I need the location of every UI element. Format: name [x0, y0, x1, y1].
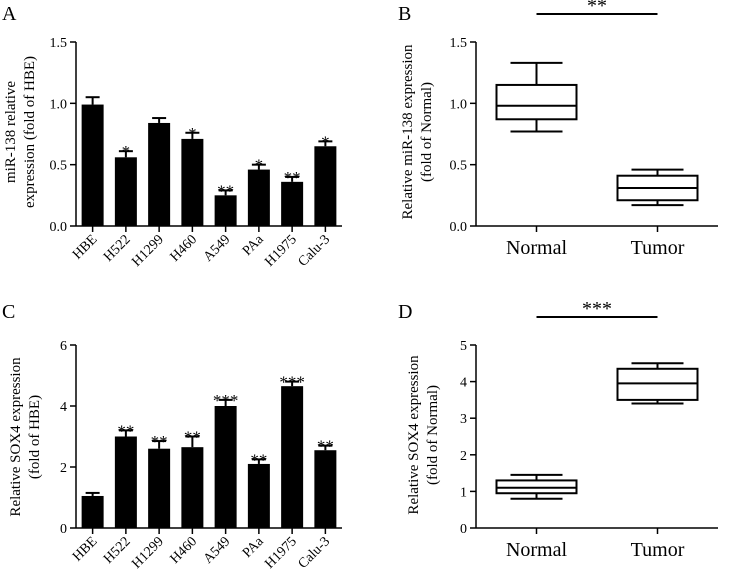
- panel-b-ylabel-line2: (fold of Normal): [419, 82, 435, 182]
- panel-b-significance: **: [587, 0, 607, 17]
- panel-d-letter: D: [398, 301, 412, 323]
- panel-c-significance: **: [117, 421, 134, 440]
- panel-d-ytick-label: 0: [460, 522, 467, 537]
- panel-b-box: [495, 83, 578, 121]
- panel-c-xtick-label: HBE: [70, 534, 100, 564]
- panel-a-bar: [214, 195, 237, 226]
- panel-d: D Relative SOX4 expression (fold of Norm…: [398, 298, 718, 561]
- panel-d-xtick-label: Normal: [506, 539, 568, 561]
- panel-c-ytick-label: 6: [60, 339, 67, 354]
- panel-b-ytick-label: 1.5: [450, 36, 468, 51]
- panel-a-significance: *: [255, 156, 264, 175]
- panel-c-xtick-label: H460: [168, 534, 201, 567]
- panel-a-bar: [247, 169, 270, 226]
- panel-a-plot: 0.00.51.01.5HBE*H522H1299*H460**A549*PAa…: [50, 36, 342, 270]
- panel-c-xtick-label: A549: [201, 534, 234, 567]
- panel-c-significance: **: [250, 450, 267, 469]
- panel-c-xtick-label: Calu-3: [296, 534, 334, 572]
- panel-d-ytick-label: 5: [460, 339, 467, 354]
- panel-a-xtick-label: H1975: [262, 232, 300, 270]
- panel-a: A miR-138 relative expression (fold of H…: [2, 3, 342, 270]
- panel-a-significance: **: [284, 168, 301, 187]
- panel-c-ylabel-line2: (fold of HBE): [27, 395, 43, 479]
- panel-c-ylabel-line1: Relative SOX4 expression: [8, 357, 24, 517]
- panel-a-ytick-label: 0.5: [50, 159, 68, 174]
- panel-c-plot: 0246HBE**H522**H1299**H460***A549**PAa**…: [60, 339, 342, 572]
- panel-d-significance: ***: [582, 298, 612, 320]
- panel-d-xtick-label: Tumor: [631, 539, 685, 561]
- panel-a-ylabel-line1: miR-138 relative: [3, 81, 19, 183]
- panel-c-letter: C: [2, 301, 15, 323]
- panel-b-ytick-label: 0.5: [450, 159, 468, 174]
- panel-a-bar: [114, 157, 137, 226]
- panel-a-significance: **: [217, 181, 234, 200]
- panel-a-ytick-label: 0.0: [50, 220, 68, 235]
- panel-d-ylabel-line2: (fold of Normal): [425, 385, 441, 485]
- panel-c-bar: [148, 448, 171, 528]
- panel-b-ylabel-line1: Relative miR-138 expression: [400, 44, 416, 219]
- panel-b-letter: B: [398, 3, 411, 25]
- panel-b-xtick-label: Normal: [506, 237, 568, 259]
- panel-c-significance: **: [184, 428, 201, 447]
- panel-c-bar: [181, 447, 204, 528]
- panel-c-bar: [81, 495, 104, 528]
- panel-a-significance: *: [122, 142, 131, 161]
- panel-b-ytick-label: 1.0: [450, 97, 468, 112]
- panel-a-bar: [81, 104, 104, 226]
- panel-c-bar: [314, 450, 337, 528]
- panel-c-bar: [214, 406, 237, 528]
- panel-d-ylabel-line1: Relative SOX4 expression: [406, 355, 422, 515]
- panel-c-bar: [114, 436, 137, 528]
- panel-c-ytick-label: 2: [60, 461, 67, 476]
- panel-d-ytick-label: 4: [460, 376, 467, 391]
- panel-d-plot: 0 1 2 3 4 5 Normal Tumor ***: [460, 298, 718, 561]
- panel-c: C Relative SOX4 expression (fold of HBE)…: [2, 301, 342, 572]
- panel-c-ytick-label: 4: [60, 400, 67, 415]
- panel-d-ytick-label: 3: [460, 412, 467, 427]
- panel-b-xtick-label: Tumor: [631, 237, 685, 259]
- panel-a-letter: A: [2, 3, 17, 25]
- panel-c-xtick-label: H1975: [262, 534, 300, 572]
- panel-c-significance: **: [151, 432, 168, 451]
- panel-a-xtick-label: Calu-3: [296, 232, 334, 270]
- panel-a-bar: [314, 146, 337, 226]
- panel-c-xtick-label: PAa: [240, 534, 267, 561]
- panel-a-ytick-label: 1.5: [50, 36, 68, 51]
- panel-c-xtick-label: H1299: [129, 534, 167, 572]
- panel-b: B Relative miR-138 expression (fold of N…: [398, 0, 718, 259]
- panel-c-significance: **: [317, 437, 334, 456]
- panel-c-significance: ***: [213, 391, 239, 410]
- panel-b-ytick-label: 0.0: [450, 220, 468, 235]
- panel-c-bar: [281, 386, 304, 528]
- panel-a-significance: *: [188, 124, 197, 143]
- panel-a-bar: [148, 122, 171, 226]
- panel-a-xtick-label: A549: [201, 232, 234, 265]
- panel-a-bar: [181, 138, 204, 226]
- panel-a-ylabel-line2: expression (fold of HBE): [22, 56, 38, 208]
- panel-a-xtick-label: H1299: [129, 232, 167, 270]
- panel-c-ytick-label: 0: [60, 522, 67, 537]
- panel-b-plot: 0.0 0.5 1.0 1.5 Normal Tumor **: [450, 0, 718, 259]
- panel-a-ytick-label: 1.0: [50, 97, 68, 112]
- panel-a-bar: [281, 181, 304, 226]
- panel-a-xtick-label: PAa: [240, 232, 267, 259]
- panel-d-ytick-label: 1: [460, 485, 467, 500]
- panel-d-ytick-label: 2: [460, 449, 467, 464]
- panel-a-xtick-label: HBE: [70, 232, 100, 262]
- panel-a-significance: *: [321, 132, 330, 151]
- panel-c-significance: ***: [279, 373, 305, 392]
- panel-a-xtick-label: H460: [168, 232, 201, 265]
- panel-c-bar: [247, 463, 270, 528]
